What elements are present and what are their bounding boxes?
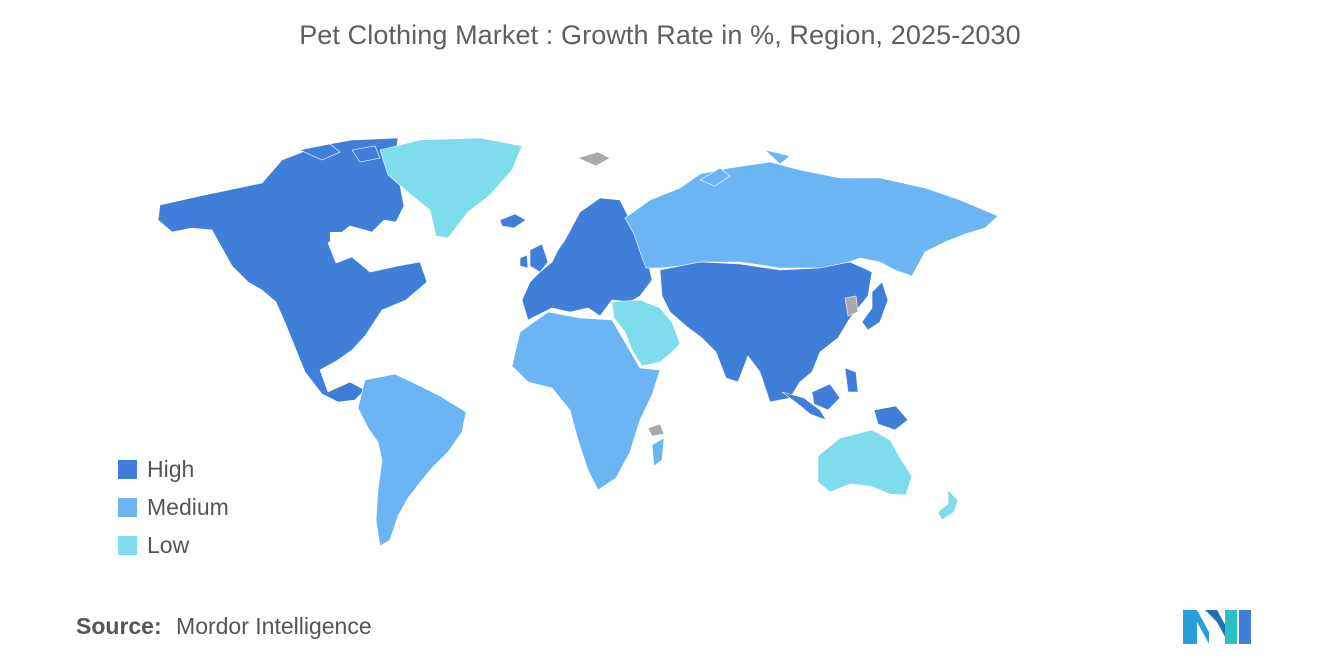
- legend-item-low: Low: [118, 526, 229, 564]
- legend-item-high: High: [118, 450, 229, 488]
- region-russia: [624, 149, 999, 277]
- east-africa-patch: [647, 423, 665, 437]
- legend-swatch-medium: [118, 497, 137, 517]
- chart-title: Pet Clothing Market : Growth Rate in %, …: [299, 20, 1021, 50]
- region-middle-east: [611, 299, 681, 367]
- region-australia-nz: [817, 429, 959, 521]
- legend-label-medium: Medium: [147, 493, 229, 520]
- region-iceland: [499, 213, 527, 229]
- source-value: Mordor Intelligence: [176, 613, 372, 639]
- legend-item-medium: Medium: [118, 488, 229, 526]
- legend-swatch-high: [118, 459, 137, 479]
- region-europe: [519, 197, 653, 321]
- middle-east-shape: [611, 299, 681, 367]
- legend-label-low: Low: [147, 531, 190, 558]
- source-line: Source: Mordor Intelligence: [76, 613, 372, 640]
- hudson-bay-hole: [330, 232, 358, 258]
- region-no-data: [577, 151, 859, 437]
- region-south-america: [357, 373, 467, 547]
- madagascar-shape: [651, 437, 665, 467]
- legend-swatch-low: [118, 535, 137, 555]
- mordor-logo: [1183, 610, 1251, 644]
- europe-shape: [521, 197, 653, 321]
- iceland-shape: [499, 213, 527, 229]
- africa-shape: [511, 311, 661, 491]
- asia-shape: [659, 261, 873, 403]
- uk-ireland-shape: [519, 243, 549, 273]
- region-africa: [511, 311, 665, 491]
- legend-label-high: High: [147, 455, 195, 482]
- south-america-shape: [357, 373, 467, 547]
- new-zealand-shape: [937, 489, 959, 521]
- arctic-islands: [699, 149, 791, 187]
- canadian-islands: [299, 143, 381, 163]
- sea-islands-shape: [781, 367, 909, 431]
- japan-shape: [861, 281, 889, 331]
- source-label: Source:: [76, 613, 162, 639]
- region-north-america: [157, 137, 428, 403]
- korea-shape: [844, 295, 859, 317]
- russia-shape: [624, 161, 999, 277]
- greenland-shape: [379, 137, 523, 239]
- svalbard-shape: [577, 151, 611, 167]
- map-legend: High Medium Low: [118, 450, 229, 564]
- region-greenland: [379, 137, 523, 239]
- australia-shape: [817, 429, 913, 496]
- region-asia-pacific: [659, 261, 909, 431]
- north-america-shape: [157, 137, 428, 403]
